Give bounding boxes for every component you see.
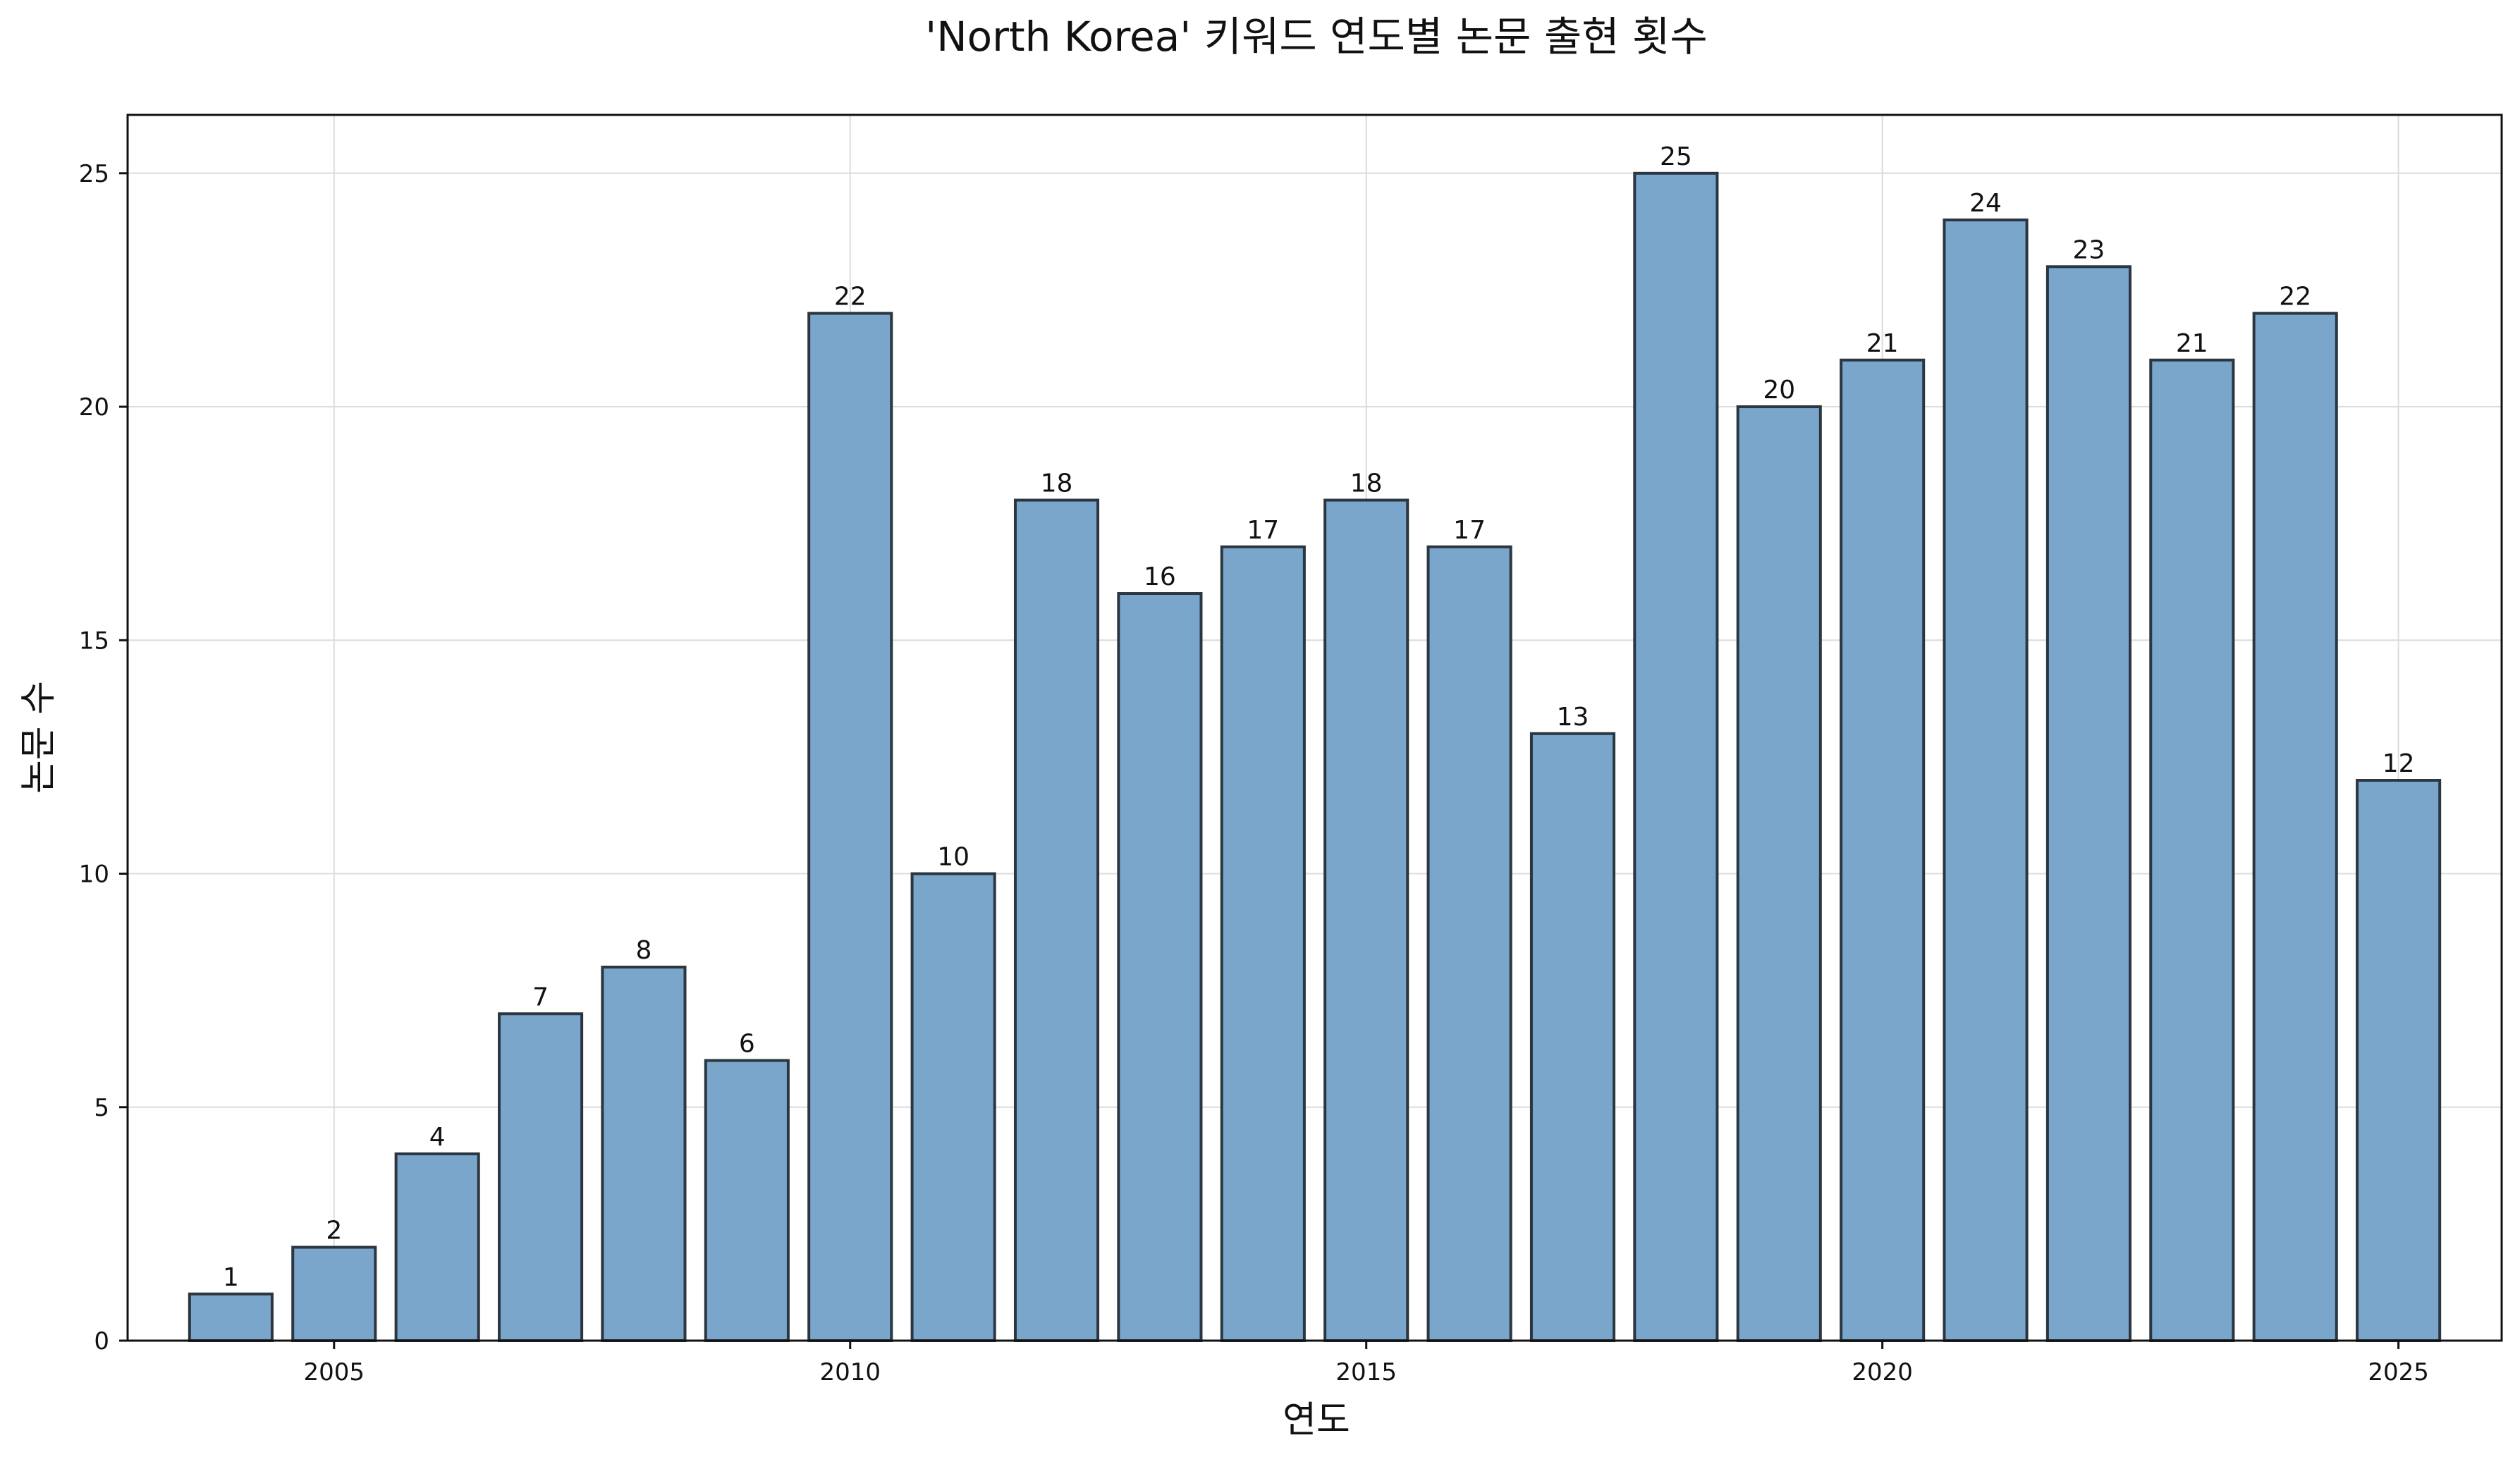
bar [2149,358,2235,1342]
bar [1323,498,1409,1342]
data-label: 25 [1660,142,1692,171]
grid-lines [128,115,2502,1341]
bar [188,1292,274,1343]
y-tick-label: 20 [79,393,109,422]
bar [1840,358,1926,1342]
data-label: 18 [1350,469,1383,498]
data-label: 22 [2279,283,2311,312]
data-label: 8 [636,936,652,965]
bar [1529,732,1616,1343]
bars [188,171,2442,1343]
bar [1013,498,1100,1342]
y-tick-label: 0 [94,1327,109,1355]
data-label: 10 [937,843,970,872]
data-label: 21 [2176,329,2208,358]
bar [1220,545,1306,1342]
x-tick-label: 2020 [1852,1358,1913,1386]
data-label: 1 [223,1263,239,1292]
x-tick-label: 2005 [304,1358,365,1386]
y-tick-label: 15 [79,627,109,655]
y-tick-label: 25 [79,160,109,188]
data-label: 24 [1969,189,2002,218]
bar [1736,405,1822,1342]
x-axis-label: 연도 [1283,1399,1350,1441]
bar [1633,171,1719,1342]
data-label: 21 [1866,329,1899,358]
bar [291,1245,377,1342]
bar [394,1152,480,1342]
data-label: 16 [1144,562,1176,591]
x-axis-ticks: 2005 2010 2015 2020 2025 [304,1341,2429,1386]
bar [1426,545,1512,1342]
bar [1943,219,2029,1342]
x-tick-label: 2010 [819,1358,881,1386]
y-tick-label: 5 [94,1094,109,1122]
bar [704,1059,790,1342]
bar [910,872,996,1342]
bar [2356,779,2442,1342]
bar [1117,592,1203,1342]
x-tick-label: 2025 [2368,1358,2429,1386]
bar [2045,265,2131,1342]
bar [498,1012,584,1343]
data-label: 6 [739,1030,755,1059]
data-label: 13 [1557,703,1589,732]
data-label: 7 [532,983,549,1011]
bar [2252,312,2338,1342]
chart-title: 'North Korea' 키워드 연도별 논문 출현 횟수 [925,13,1707,61]
bar [807,312,893,1342]
data-label: 23 [2073,235,2105,264]
data-label: 12 [2383,749,2415,778]
data-label: 17 [1247,516,1279,545]
data-label: 2 [326,1217,342,1245]
data-label: 22 [834,283,867,312]
y-axis-ticks: 0 5 10 15 20 25 [79,160,128,1355]
data-label: 4 [429,1123,446,1152]
bar [601,966,687,1342]
plot-frame [126,113,2503,1342]
data-label: 20 [1763,376,1795,405]
data-label: 17 [1453,516,1486,545]
y-tick-label: 10 [79,861,109,889]
x-tick-label: 2015 [1335,1358,1397,1386]
data-label: 18 [1041,469,1073,498]
y-axis-label: 논문 수 [18,681,60,794]
